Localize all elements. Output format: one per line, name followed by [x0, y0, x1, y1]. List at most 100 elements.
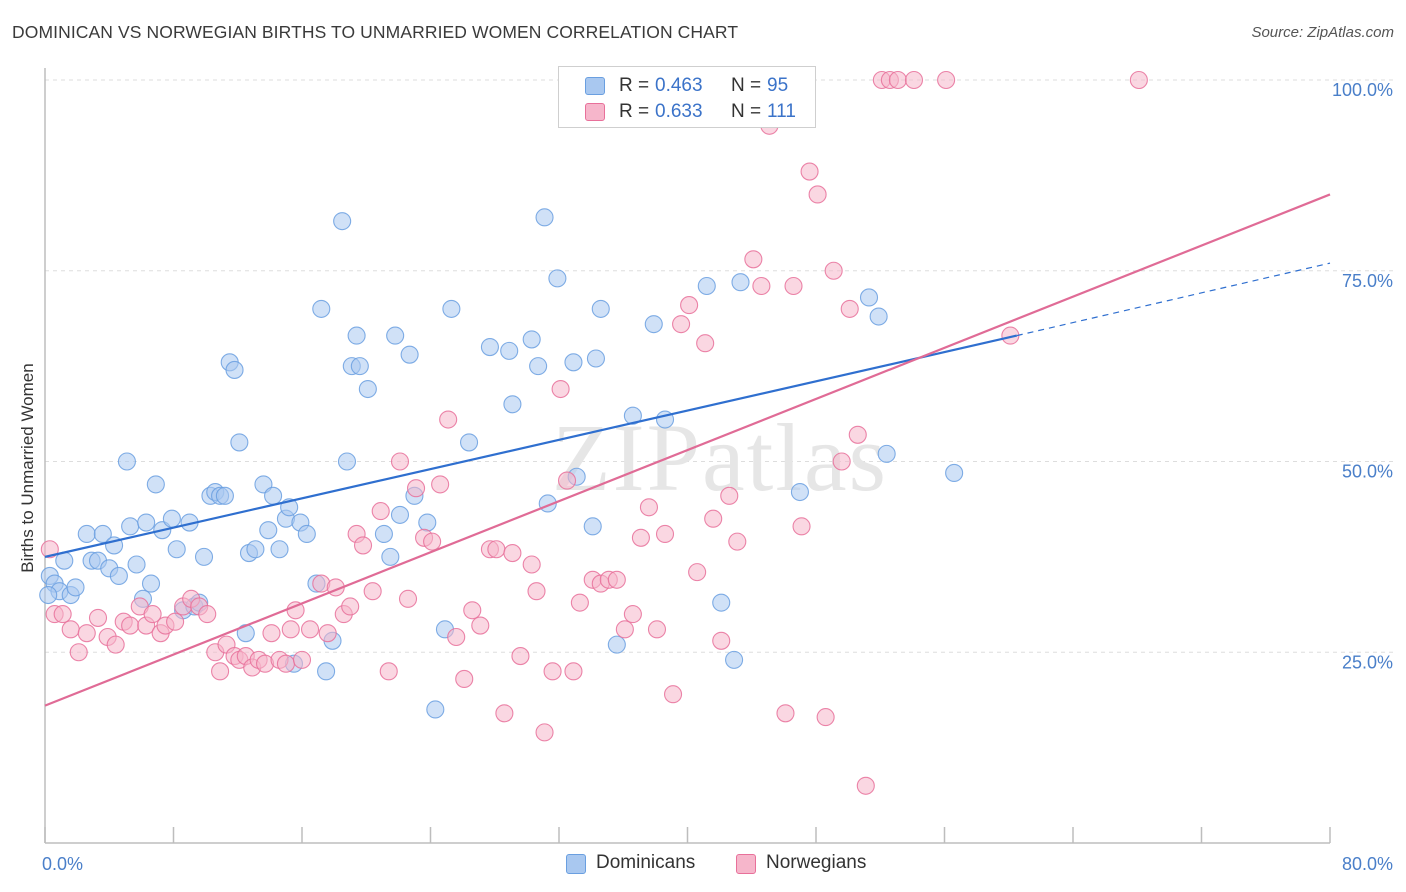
dominicans-point [215, 486, 234, 505]
trend-lines [44, 193, 1331, 707]
dominicans-point [225, 360, 244, 379]
norwegians-point [607, 570, 626, 589]
norwegians-point [121, 616, 140, 635]
dominicans-point [426, 700, 445, 719]
norwegians-point [379, 662, 398, 681]
norwegians-point [631, 528, 650, 547]
dominicans-point [386, 326, 405, 345]
dominicans-point [109, 566, 128, 586]
dominicans-point [400, 345, 419, 364]
norwegians-point [672, 315, 691, 334]
dominicans-point [522, 330, 541, 349]
norwegians-point [623, 605, 642, 624]
norwegians-point [615, 620, 634, 639]
dominicans-point [731, 273, 750, 292]
dominicans-point [945, 463, 964, 482]
n-value: 111 [767, 101, 796, 122]
norwegians-point [1129, 70, 1148, 90]
norwegians-point [557, 471, 577, 490]
norwegians-point [647, 620, 667, 639]
dominicans-point [259, 521, 278, 540]
dominicans-point [503, 395, 522, 414]
dominicans-point [162, 509, 181, 528]
dominicans-point [869, 307, 888, 326]
dominicans-point [167, 540, 186, 559]
norwegians-point [937, 70, 956, 90]
norwegians-point [840, 299, 859, 318]
norwegians-points [40, 70, 1148, 795]
dominicans-point [877, 444, 896, 463]
stats-legend: R = 0.463 N = 95 R = 0.633 N = 111 [558, 66, 816, 128]
dominicans-point [358, 379, 377, 399]
norwegians-point [776, 704, 795, 723]
dominicans-point [712, 593, 731, 612]
r-label: R = [619, 75, 650, 96]
dominicans-point [529, 357, 548, 376]
norwegians-point [543, 662, 562, 681]
dominicans-point [459, 433, 479, 452]
dominicans-point [317, 662, 336, 681]
norwegians-point [511, 647, 530, 666]
series-legend: Dominicans Norwegians [0, 852, 1406, 878]
dominicans-point [137, 513, 156, 532]
norwegians-point [551, 379, 570, 399]
norwegians-point [688, 563, 707, 582]
dominicans-point [350, 357, 369, 376]
norwegians-point [639, 498, 659, 517]
y-tick-label: 25.0% [1342, 652, 1393, 672]
grid-lines [45, 79, 1395, 653]
norwegians-point [728, 532, 747, 551]
dominicans-trend-line [44, 334, 1018, 558]
n-label: N = [731, 101, 762, 122]
norwegians-point [77, 624, 96, 643]
norwegians-point [570, 593, 589, 612]
norwegians-point [143, 605, 162, 624]
norwegians-point [106, 635, 125, 654]
dominicans-point [859, 288, 879, 307]
dominicans-point [146, 475, 165, 494]
norwegians-swatch [585, 103, 605, 121]
dominicans-point [725, 650, 744, 669]
x-tick-label: 0.0% [42, 854, 83, 874]
dominicans-point [246, 540, 265, 559]
tick-labels: 25.0% 50.0% 75.0% 100.0% 0.0% 80.0% [42, 80, 1393, 874]
dominicans-point [194, 547, 214, 566]
norwegians-point [832, 452, 851, 471]
norwegians-point [276, 654, 295, 673]
norwegians-swatch [736, 854, 756, 874]
r-value: 0.633 [655, 101, 703, 122]
dominicans-point [591, 299, 610, 318]
norwegians-point [88, 608, 108, 627]
norwegians-point [527, 582, 546, 601]
norwegians-point [439, 410, 458, 429]
dominicans-point [442, 299, 461, 318]
norwegians-point [69, 643, 88, 662]
dominicans-point [141, 574, 161, 593]
norwegians-point [522, 555, 541, 574]
dominicans-point [77, 524, 96, 544]
chart-title: DOMINICAN VS NORWEGIAN BIRTHS TO UNMARRI… [12, 22, 739, 42]
norwegians-point [808, 185, 827, 204]
source-credit: Source: ZipAtlas.com [1251, 24, 1394, 41]
norwegians-point [318, 624, 337, 643]
norwegians-point [431, 475, 450, 494]
dominicans-point [500, 341, 519, 360]
norwegians-point [564, 662, 583, 681]
r-value: 0.463 [655, 75, 703, 96]
axes [44, 68, 1331, 844]
norwegians-point [471, 616, 490, 635]
norwegians-trend-line [44, 193, 1331, 707]
norwegians-point [447, 627, 466, 647]
dominicans-point [697, 276, 716, 296]
norwegians-point [211, 662, 230, 681]
dominicans-swatch [585, 77, 605, 95]
dominicans-point [347, 326, 366, 345]
dominicans-point [93, 524, 112, 544]
dominicans-swatch [566, 854, 586, 874]
norwegians-point [535, 723, 554, 742]
dominicans-point [586, 349, 605, 368]
dominicans-point [583, 517, 602, 536]
dominicans-point [297, 524, 316, 544]
y-tick-label: 100.0% [1332, 80, 1393, 100]
norwegians-point [463, 601, 482, 620]
